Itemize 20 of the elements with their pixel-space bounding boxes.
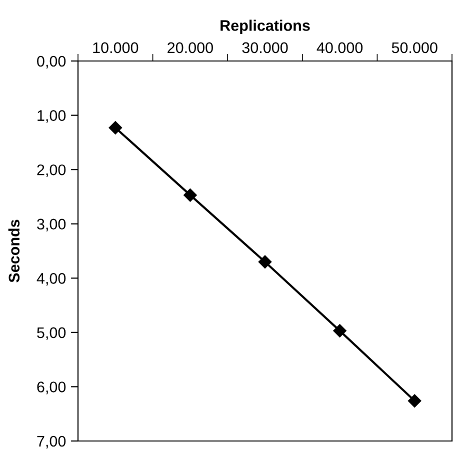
x-tick-label: 40.000 xyxy=(316,42,363,54)
x-axis-title: Replications xyxy=(220,20,310,34)
y-tick-label: 6,00 xyxy=(37,382,66,394)
y-tick-label: 1,00 xyxy=(38,110,66,123)
x-tick-label: 20.000 xyxy=(168,42,213,54)
x-tick-label: 30.000 xyxy=(242,42,288,54)
point xyxy=(108,121,122,134)
x-tick-label: 50.000 xyxy=(392,42,438,54)
y-tick-label: 4,00 xyxy=(36,273,66,286)
y-tick-label: 0,00 xyxy=(37,56,66,68)
y-tick-label: 7,00 xyxy=(37,436,66,448)
point xyxy=(184,188,197,202)
y-tick-label: 5,00 xyxy=(37,327,66,340)
y-tick-label: 2,00 xyxy=(37,164,66,178)
x-tick-label: 10.000 xyxy=(93,42,138,54)
point xyxy=(258,255,272,268)
y-tick-label: 3,00 xyxy=(37,218,66,232)
point xyxy=(408,394,422,408)
point xyxy=(333,324,346,338)
y-axis-title: Seconds xyxy=(8,220,20,282)
